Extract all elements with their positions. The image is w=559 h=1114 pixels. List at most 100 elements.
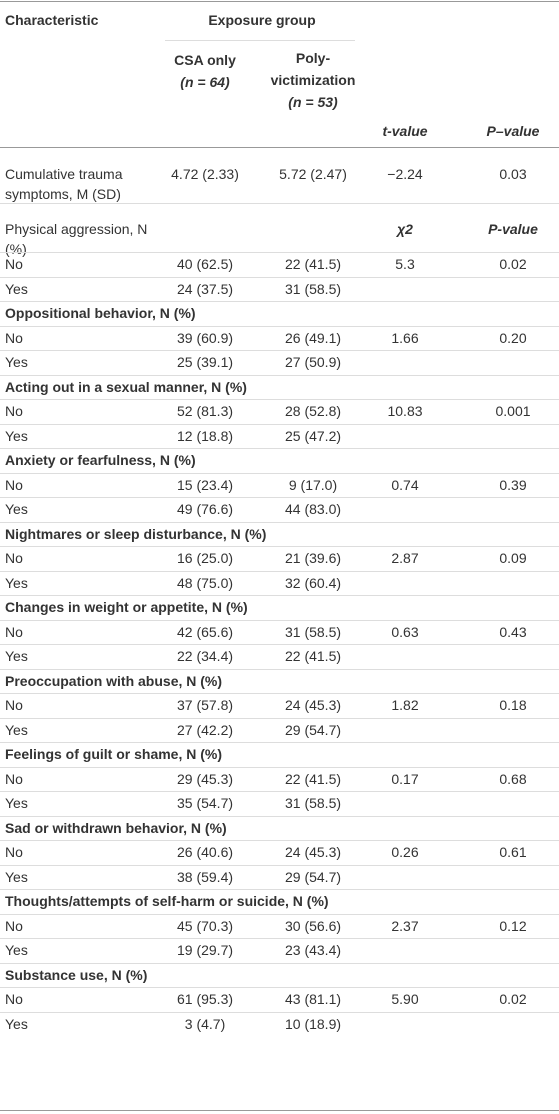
row-label: Physical aggression, N (%) xyxy=(5,221,148,257)
row-label: Yes xyxy=(5,942,28,958)
row-label: Yes xyxy=(5,795,28,811)
row-rule xyxy=(0,693,559,694)
header-exposure-group: Exposure group xyxy=(208,12,316,28)
cell: 5.90 xyxy=(391,991,419,1007)
row-label: No xyxy=(5,697,23,713)
header-characteristic: Characteristic xyxy=(5,12,99,28)
cell: 40 (62.5) xyxy=(176,256,234,272)
cell: 31 (58.5) xyxy=(284,623,342,640)
cell: 52 (81.3) xyxy=(176,403,234,419)
cell: 35 (54.7) xyxy=(176,795,234,811)
cell: 3 (4.7) xyxy=(184,1015,226,1032)
cell: 0.09 xyxy=(499,550,527,566)
cell: 29 (45.3) xyxy=(176,770,234,787)
cell: 61 (95.3) xyxy=(176,991,234,1007)
cell: −2.24 xyxy=(387,166,423,182)
cell: 0.61 xyxy=(499,844,527,860)
header-polyvictimization: (n = 53) xyxy=(288,94,338,110)
row-rule xyxy=(0,865,559,866)
row-label: Yes xyxy=(5,427,28,444)
cell: 21 (39.6) xyxy=(284,550,342,566)
stat-header: P-value xyxy=(488,221,538,237)
section-heading: Preoccupation with abuse, N (%) xyxy=(5,672,223,689)
cell: 48 (75.0) xyxy=(176,574,234,591)
cell: 0.001 xyxy=(495,403,531,419)
row-label: Yes xyxy=(5,354,28,370)
row-label: No xyxy=(5,770,23,787)
cell: 4.72 (2.33) xyxy=(171,166,239,182)
row-rule xyxy=(0,718,559,719)
cell: 1.82 xyxy=(391,697,419,713)
row-rule xyxy=(0,816,559,817)
cell: 10 (18.9) xyxy=(284,1015,342,1032)
row-label: Cumulative trauma symptoms, M (SD) xyxy=(5,166,123,202)
row-rule xyxy=(0,938,559,939)
cell: 9 (17.0) xyxy=(288,476,338,493)
cell: 0.18 xyxy=(499,697,527,713)
cell: 24 (45.3) xyxy=(284,844,342,860)
cell: 26 (40.6) xyxy=(176,844,234,860)
cell: 0.12 xyxy=(499,917,527,934)
cell: 0.02 xyxy=(499,256,527,272)
top-rule xyxy=(0,1,559,2)
row-label: Yes xyxy=(5,721,28,738)
row-rule xyxy=(0,399,559,400)
row-label: No xyxy=(5,550,23,566)
section-heading: Feelings of guilt or shame, N (%) xyxy=(5,746,223,762)
row-rule xyxy=(0,350,559,351)
header-t-value: t-value xyxy=(382,123,428,139)
cell: 0.17 xyxy=(391,770,419,787)
cell: 37 (57.8) xyxy=(176,697,234,713)
cell: 0.20 xyxy=(499,329,527,346)
row-label: No xyxy=(5,623,23,640)
row-rule xyxy=(0,277,559,278)
row-rule xyxy=(0,644,559,645)
row-rule xyxy=(0,595,559,596)
row-rule xyxy=(0,914,559,915)
cell: 27 (42.2) xyxy=(176,721,234,738)
cell: 25 (39.1) xyxy=(176,354,234,370)
cell: 0.68 xyxy=(499,770,527,787)
cell: 0.63 xyxy=(391,623,419,640)
cell: 25 (47.2) xyxy=(284,427,342,444)
row-label: Yes xyxy=(5,280,28,297)
cell: 1.66 xyxy=(391,329,419,346)
header-csa-only: CSA only xyxy=(174,52,236,68)
row-label: No xyxy=(5,403,23,419)
row-label: No xyxy=(5,917,23,934)
row-label: No xyxy=(5,844,23,860)
cell: 31 (58.5) xyxy=(284,795,342,811)
cell: 39 (60.9) xyxy=(176,329,234,346)
cell: 30 (56.6) xyxy=(284,917,342,934)
header-csa-only: (n = 64) xyxy=(180,74,230,90)
row-rule xyxy=(0,252,559,253)
row-rule xyxy=(0,620,559,621)
row-rule xyxy=(0,571,559,572)
cell: 32 (60.4) xyxy=(284,574,342,591)
cell: 2.37 xyxy=(391,917,419,934)
cell: 23 (43.4) xyxy=(284,942,342,958)
bottom-rule xyxy=(0,1110,559,1111)
cell: 45 (70.3) xyxy=(176,917,234,934)
cell: 31 (58.5) xyxy=(284,280,342,297)
cell: 0.03 xyxy=(499,166,527,182)
header-polyvictimization: victimization xyxy=(270,72,356,88)
row-label: Yes xyxy=(5,868,28,885)
row-rule xyxy=(0,987,559,988)
cell: 29 (54.7) xyxy=(284,868,342,885)
section-heading: Acting out in a sexual manner, N (%) xyxy=(5,378,247,395)
row-rule xyxy=(0,375,559,376)
row-rule xyxy=(0,522,559,523)
row-label: No xyxy=(5,476,23,493)
cell: 0.39 xyxy=(499,476,527,493)
section-heading: Substance use, N (%) xyxy=(5,966,148,983)
row-rule xyxy=(0,203,559,204)
row-label: No xyxy=(5,991,23,1007)
cell: 2.87 xyxy=(391,550,419,566)
section-heading: Changes in weight or appetite, N (%) xyxy=(5,599,248,615)
cell: 43 (81.1) xyxy=(284,991,342,1007)
row-rule xyxy=(0,448,559,449)
row-label: No xyxy=(5,329,23,346)
cell: 19 (29.7) xyxy=(176,942,234,958)
